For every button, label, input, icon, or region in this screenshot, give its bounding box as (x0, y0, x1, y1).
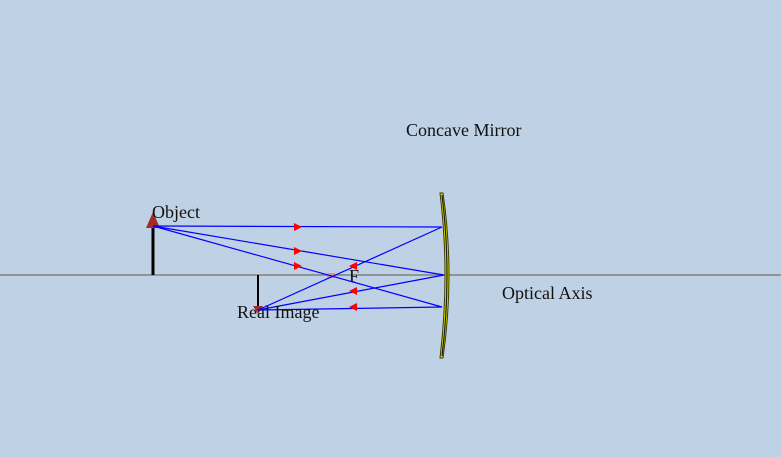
mirror-back-edge (441, 194, 448, 357)
ray-arrow-icon (294, 247, 302, 255)
ray-arrow-icon (349, 262, 357, 270)
ray-vertex-reflected (257, 274, 445, 311)
image-label: Real Image (237, 302, 319, 322)
concave-mirror (439, 192, 450, 359)
ray-focal-reflected (257, 306, 443, 311)
ray-parallel-reflected (257, 226, 443, 311)
focus-label: F (349, 266, 359, 286)
optical-axis-label: Optical Axis (502, 283, 593, 303)
ray-arrow-icon (294, 223, 302, 231)
object-label: Object (152, 202, 200, 222)
object-arrowhead-icon (146, 212, 160, 228)
ray-arrow-icon (349, 303, 357, 311)
mirror-label: Concave Mirror (406, 120, 521, 140)
ray-arrow-icon (294, 262, 302, 270)
ray-arrow-icon (349, 287, 357, 295)
